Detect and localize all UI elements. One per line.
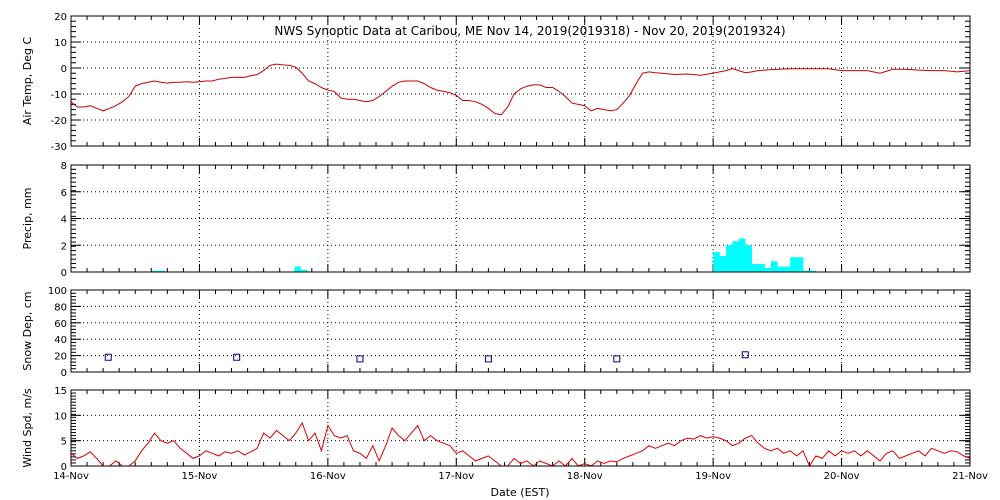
y-axis-title: Wind Spd, m/s: [21, 388, 34, 468]
y-axis-title: Air Temp, Deg C: [21, 37, 34, 126]
y-tick-label: 0: [61, 268, 67, 279]
precip-bar: [300, 269, 308, 272]
plot-frame: [70, 289, 971, 373]
x-tick-label: 19-Nov: [695, 471, 731, 482]
series-line: [70, 421, 971, 468]
y-tick-label: 2: [61, 241, 67, 252]
wind-panel: 15 10 5 0 Wind Spd, m/s: [21, 386, 971, 473]
plot-frame: [70, 389, 971, 467]
y-tick-label: 8: [61, 161, 67, 172]
y-tick-label: 80: [54, 302, 67, 313]
precip-bar: [294, 266, 302, 272]
y-tick-label: 100: [48, 286, 67, 297]
y-axis-title: Precip, mm: [21, 188, 34, 250]
y-tick-label: 20: [54, 352, 67, 363]
y-tick-label: -10: [51, 90, 67, 101]
precip-bar: [751, 263, 759, 272]
precip-bar: [713, 251, 720, 272]
x-tick-label: 18-Nov: [567, 471, 603, 482]
precip-bar: [738, 238, 746, 272]
snow-point: [613, 355, 621, 363]
plot-frame: [70, 15, 971, 147]
y-tick-label: -30: [51, 142, 67, 153]
x-tick-label: 14-Nov: [53, 471, 89, 482]
precip-bar: [770, 261, 778, 272]
snow-panel: 100 80 60 40 20 0 Snow Dep, cm: [21, 286, 971, 379]
precip-bar: [783, 266, 791, 272]
y-tick-label: 0: [61, 462, 67, 473]
precip-bar: [796, 257, 804, 272]
y-tick-label: 5: [61, 437, 67, 448]
precip-bar: [758, 263, 765, 272]
y-axis-title: Snow Dep, cm: [21, 291, 34, 370]
snow-point: [356, 355, 364, 363]
precip-bar: [732, 241, 740, 272]
x-tick-label: 17-Nov: [438, 471, 474, 482]
series-line: [70, 63, 971, 116]
y-tick-label: 10: [54, 411, 67, 422]
precip-bar: [745, 245, 752, 272]
y-tick-label: -20: [51, 116, 67, 127]
precip-bar: [151, 270, 159, 272]
snow-point: [104, 353, 112, 361]
temp-panel: 20 10 0 -10 -20 -30 Air Temp, Deg C: [21, 12, 971, 153]
y-tick-label: 0: [61, 368, 67, 379]
plot-frame: [70, 164, 971, 273]
x-tick-label: 20-Nov: [824, 471, 860, 482]
precip-bar: [725, 245, 733, 272]
precip-bar: [803, 270, 810, 272]
snow-point: [484, 355, 492, 363]
precip-bar: [719, 255, 727, 272]
precip-bar: [809, 270, 817, 272]
snow-point: [741, 351, 749, 359]
snow-point: [233, 353, 241, 361]
precip-bar: [764, 267, 772, 272]
y-tick-label: 60: [54, 319, 67, 330]
chart-title: NWS Synoptic Data at Caribou, ME Nov 14,…: [274, 24, 785, 38]
precip-panel: 8 6 4 2 0 Precip, mm: [21, 161, 971, 279]
y-tick-label: 4: [61, 215, 67, 226]
y-tick-label: 40: [54, 335, 67, 346]
x-tick-label: 21-Nov: [952, 471, 988, 482]
precip-bar: [777, 266, 785, 272]
precip-bar: [158, 270, 166, 272]
y-tick-label: 6: [61, 188, 67, 199]
precip-bar: [790, 257, 797, 272]
y-tick-label: 10: [54, 38, 67, 49]
x-tick-label: 15-Nov: [181, 471, 217, 482]
x-axis-title: Date (EST): [490, 486, 549, 499]
y-tick-label: 0: [61, 64, 67, 75]
y-tick-label: 20: [54, 12, 67, 23]
x-tick-label: 16-Nov: [310, 471, 346, 482]
y-tick-label: 15: [54, 386, 67, 397]
